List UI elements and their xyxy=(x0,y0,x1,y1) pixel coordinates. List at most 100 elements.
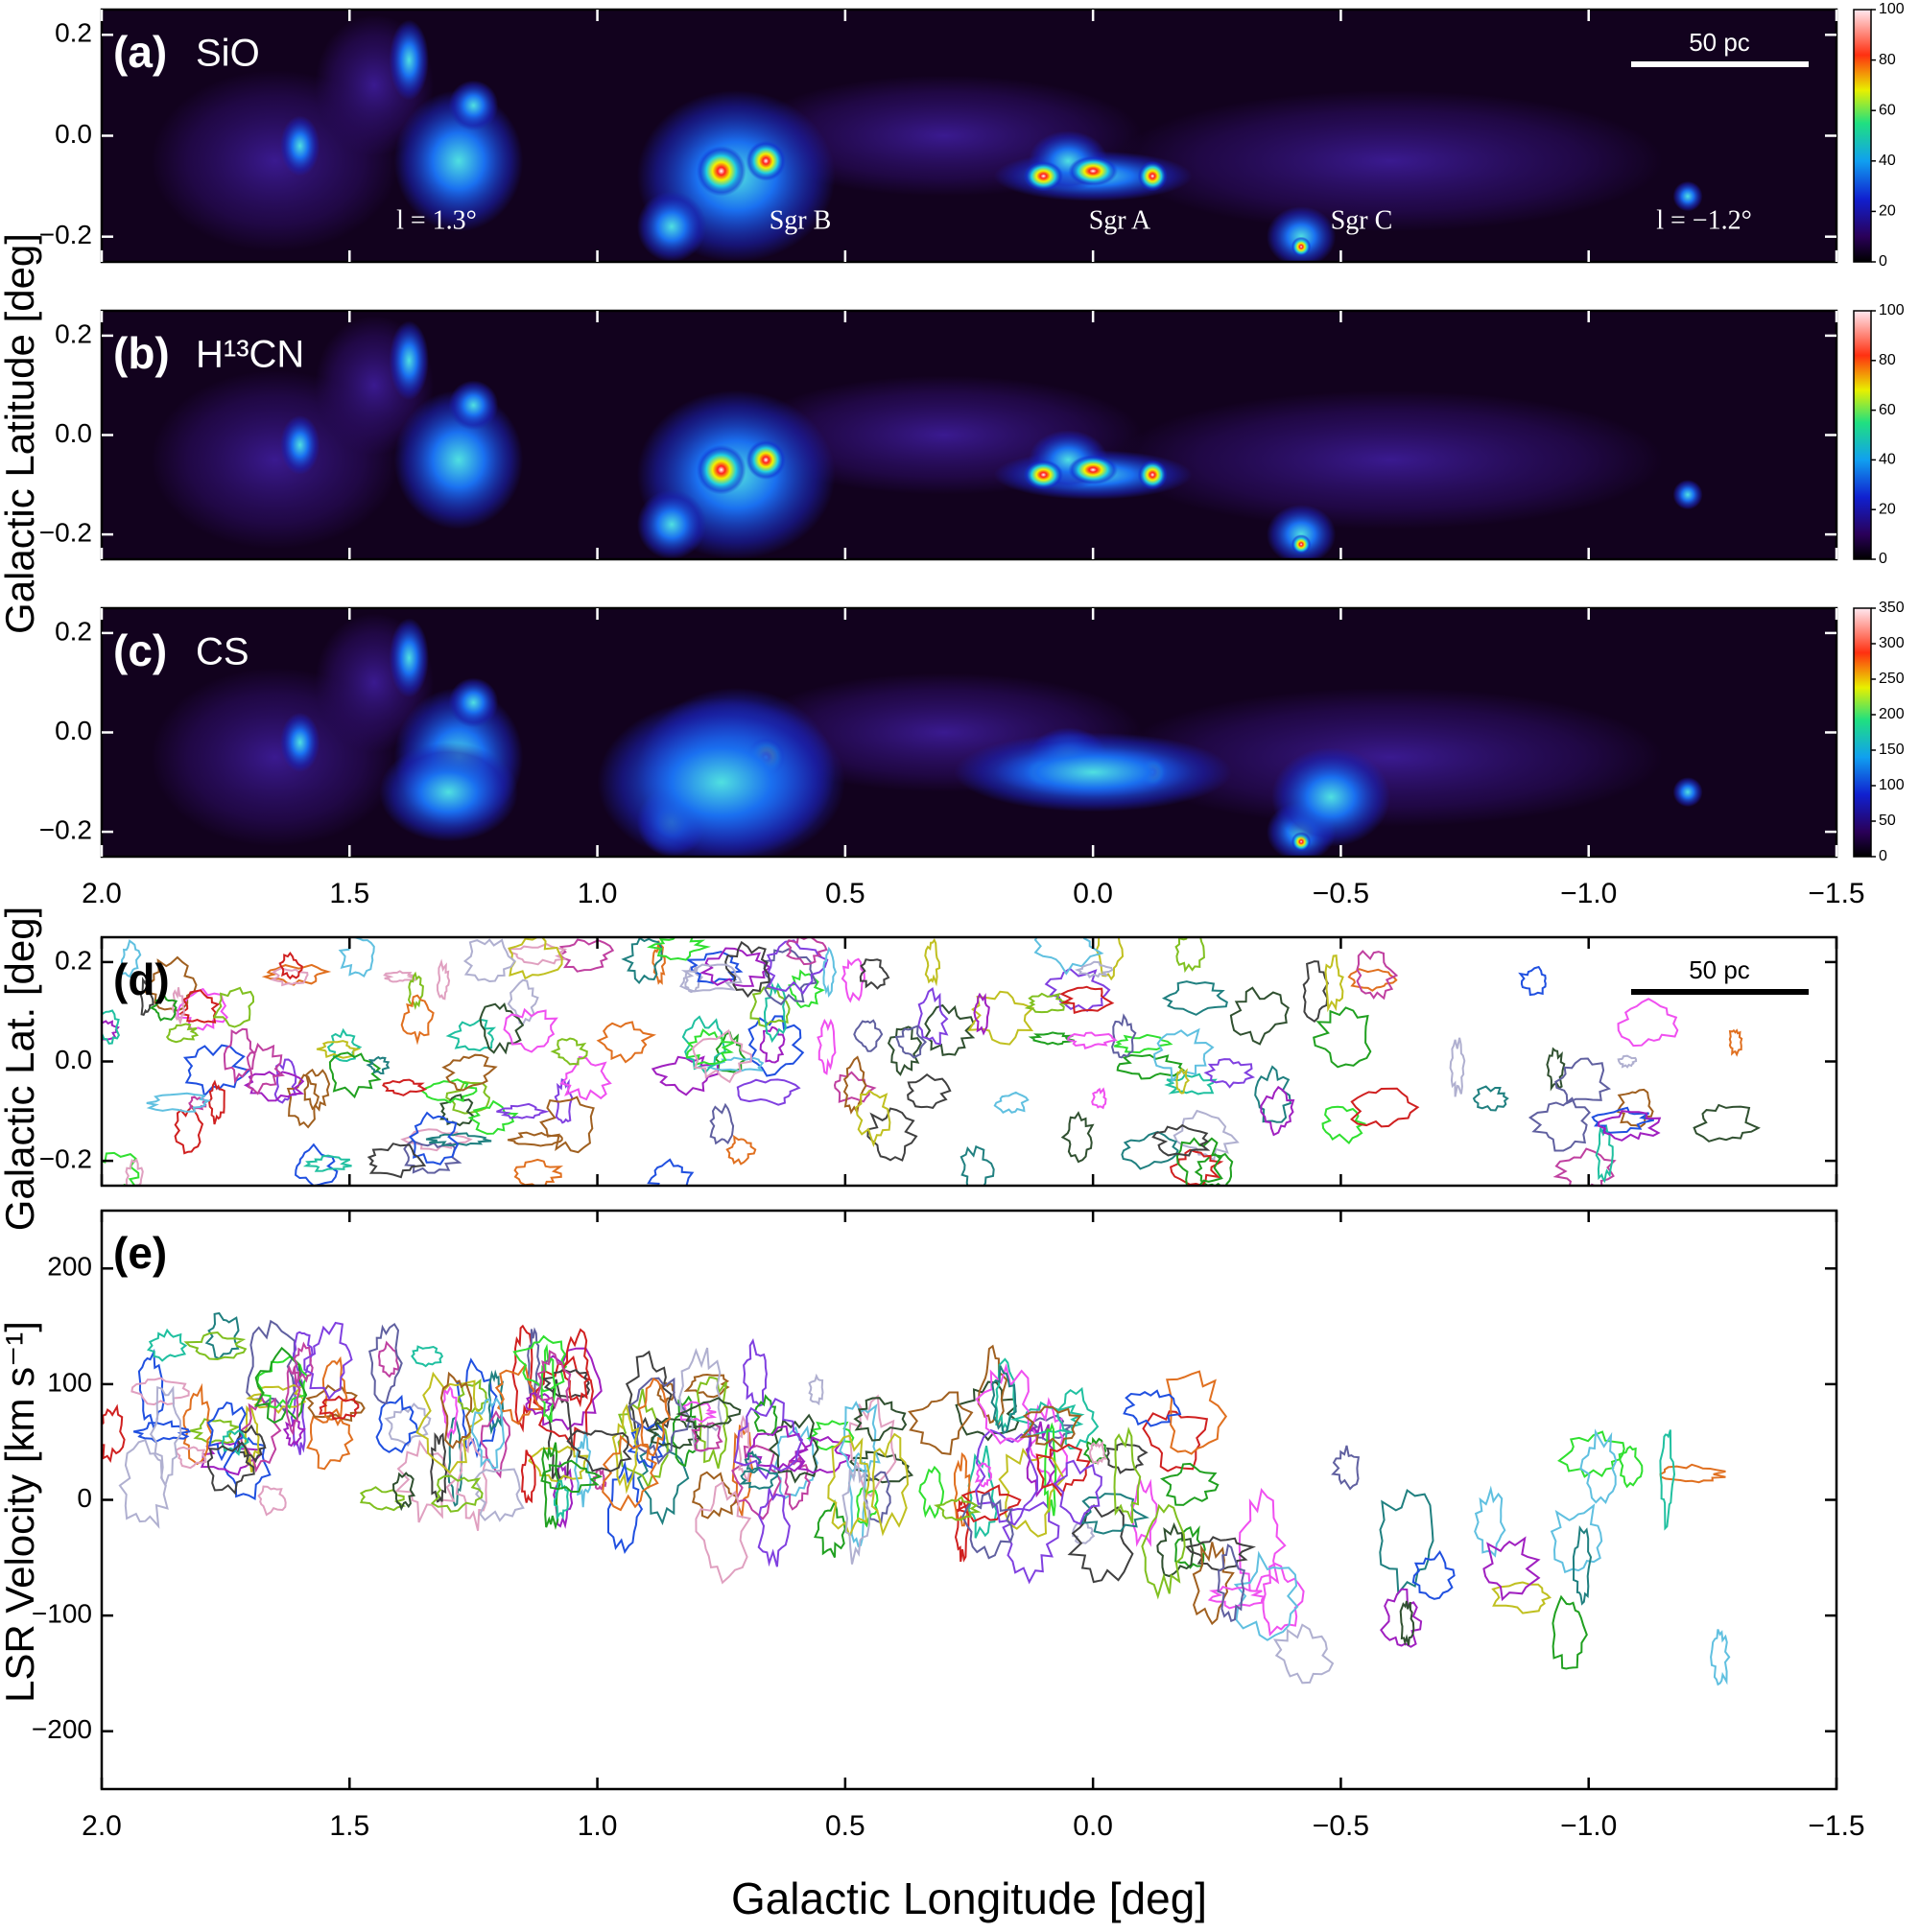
clump-contour xyxy=(967,990,1035,1046)
colorbar-tick-label: 20 xyxy=(1879,501,1896,517)
emission xyxy=(279,115,320,177)
clump-contour xyxy=(625,1350,673,1438)
clump-contour xyxy=(257,1485,287,1517)
clump-contour xyxy=(132,1420,191,1444)
clump-contour xyxy=(1019,1405,1082,1449)
clump-contour xyxy=(651,1055,720,1096)
clump-contour xyxy=(827,1434,870,1540)
emission xyxy=(636,191,707,262)
clump-contour xyxy=(1166,1370,1228,1455)
clump-contour xyxy=(441,1385,459,1440)
clump-contour xyxy=(146,1092,212,1113)
clump-contour xyxy=(303,1321,353,1401)
y-tick-label: 0.0 xyxy=(55,716,92,745)
clump-contour xyxy=(1528,1096,1591,1152)
clump-contour xyxy=(536,1350,572,1410)
clump-contour xyxy=(319,1395,360,1421)
clump-contour xyxy=(261,963,332,986)
emission xyxy=(1271,747,1391,847)
clump-contour xyxy=(918,1465,945,1520)
clump-contour xyxy=(1130,1477,1158,1547)
y-tick-label: −0.2 xyxy=(39,220,92,249)
emission xyxy=(1672,180,1703,212)
clump-contour xyxy=(647,1158,695,1186)
clump-contour xyxy=(539,1096,595,1154)
colorbar-tick-label: 300 xyxy=(1879,635,1905,651)
clump-contour xyxy=(656,1381,675,1403)
emission xyxy=(696,444,746,495)
emission xyxy=(1291,534,1312,554)
clump-contour xyxy=(178,989,221,1024)
clump-contour xyxy=(731,1445,782,1520)
clump-contour xyxy=(1331,1445,1361,1491)
clump-contour xyxy=(1552,1594,1588,1670)
clump-contour xyxy=(400,1128,473,1152)
clump-contour xyxy=(326,1027,363,1063)
clump-contour xyxy=(278,952,303,980)
clump-contour xyxy=(645,1417,702,1449)
clump-contour xyxy=(1088,1440,1108,1466)
panel-label: (c) xyxy=(113,625,167,675)
emission xyxy=(393,389,524,530)
y-tick-label: −0.2 xyxy=(39,1143,92,1173)
clump-contour xyxy=(786,937,828,966)
clump-contour xyxy=(1557,1430,1625,1478)
clump-contour xyxy=(290,1376,306,1455)
clump-contour xyxy=(841,1464,871,1565)
clump-contour xyxy=(1035,1443,1091,1498)
clump-contour xyxy=(1164,1072,1218,1096)
clump-contour xyxy=(102,1009,121,1045)
region-label: Sgr B xyxy=(770,205,832,235)
x-tick-label: −0.5 xyxy=(1313,1810,1369,1842)
clump-contour xyxy=(403,1140,462,1174)
colorbar-tick-label: 100 xyxy=(1879,302,1905,318)
clump-contour xyxy=(1321,1105,1367,1144)
emission xyxy=(1117,687,1664,827)
x-tick-label: 1.0 xyxy=(578,1810,618,1842)
y-axis-title: Galactic Lat. [deg] xyxy=(0,907,42,1232)
clump-contour xyxy=(415,1371,484,1474)
clump-contour xyxy=(768,1413,819,1484)
region-label: l = −1.2° xyxy=(1656,205,1752,235)
clump-contour xyxy=(1272,1623,1335,1685)
clump-contour xyxy=(507,978,539,1025)
clump-contour xyxy=(439,1371,473,1449)
tracer-label: CS xyxy=(196,631,249,673)
clump-contour xyxy=(1518,965,1547,997)
clump-contour xyxy=(856,1485,879,1528)
clump-contour xyxy=(1059,985,1115,1014)
clump-contour xyxy=(400,994,435,1046)
clump-contour xyxy=(540,1343,557,1423)
y-tick-label: 0.0 xyxy=(55,1045,92,1074)
emission xyxy=(1068,455,1118,485)
clump-contour xyxy=(293,1341,314,1384)
y-tick-label: 200 xyxy=(47,1252,92,1282)
y-tick-label: −100 xyxy=(32,1598,92,1628)
clump-contour xyxy=(473,1468,525,1522)
plot-area xyxy=(102,608,1836,857)
clump-contour xyxy=(1174,1525,1206,1569)
x-tick-label: 0.5 xyxy=(825,878,865,909)
x-tick-label: 0.0 xyxy=(1073,1810,1113,1842)
clump-contour xyxy=(553,1479,569,1521)
clump-contour xyxy=(1028,1031,1075,1046)
y-tick-label: −0.2 xyxy=(39,814,92,844)
clump-contour xyxy=(1192,1542,1235,1626)
colorbar-tick-label: 350 xyxy=(1879,600,1905,616)
clump-contour xyxy=(1044,1422,1057,1517)
clump-contour xyxy=(822,946,838,999)
emission xyxy=(448,677,499,728)
panel-label: (b) xyxy=(113,328,170,378)
emission xyxy=(954,732,1232,813)
colorbar-tick-label: 80 xyxy=(1879,352,1896,368)
clump-contour xyxy=(1203,1058,1256,1089)
x-tick-label: 1.0 xyxy=(578,878,618,909)
colorbar-tick-label: 60 xyxy=(1879,402,1896,418)
clump-contour xyxy=(841,957,866,1003)
clump-contour xyxy=(221,1429,249,1456)
colorbar-tick-label: 40 xyxy=(1879,452,1896,468)
clump-contour xyxy=(246,1319,296,1413)
clump-contour xyxy=(1399,1600,1415,1646)
clump-contour xyxy=(366,1055,391,1075)
clump-contour xyxy=(520,1449,536,1504)
